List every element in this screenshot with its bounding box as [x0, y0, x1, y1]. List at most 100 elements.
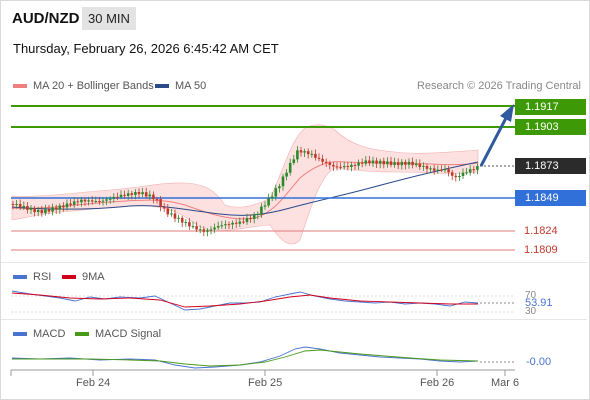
candle-body	[285, 172, 288, 177]
candle-body	[238, 221, 242, 224]
macd-signal-swatch	[75, 332, 89, 336]
candle-body	[209, 229, 213, 231]
candle-body	[58, 205, 62, 210]
rsi-legend-label: RSI	[33, 271, 52, 283]
candle-body	[148, 194, 152, 197]
candle-body	[303, 151, 306, 153]
candle-body	[270, 196, 274, 199]
candle-body	[134, 192, 137, 195]
x-label-feb25: Feb 25	[248, 377, 283, 389]
macd-signal-line	[12, 349, 479, 367]
last-price-tag: 1.1873	[515, 158, 586, 174]
rsi-ma-swatch	[62, 275, 76, 279]
candle-body	[159, 199, 162, 207]
candle-body	[411, 161, 414, 166]
candle-body	[26, 205, 29, 210]
candle-body	[69, 203, 72, 205]
candle-body	[256, 213, 260, 215]
candle-body	[11, 204, 15, 206]
candle-body	[404, 161, 407, 165]
x-label-mar6: Mar 6	[491, 377, 520, 389]
macd-signal-legend-label: MACD Signal	[95, 328, 162, 340]
candle-body	[393, 162, 396, 165]
candle-body	[188, 222, 191, 227]
candle-body	[234, 222, 238, 224]
candle-body	[357, 162, 360, 166]
candle-body	[87, 200, 90, 202]
candle-body	[36, 209, 40, 213]
candle-body	[72, 201, 76, 205]
candle-body	[119, 194, 123, 198]
candle-body	[18, 203, 22, 208]
candle-body	[274, 188, 278, 197]
legend-rsi: RSI	[13, 271, 51, 283]
candle-body	[317, 157, 321, 159]
candle-body	[220, 225, 224, 227]
symbol-title: AUD/NZD	[12, 10, 80, 27]
candle-body	[328, 162, 332, 165]
candle-body	[296, 150, 299, 160]
candle-body	[47, 209, 51, 212]
candle-body	[382, 160, 386, 165]
candle-body	[368, 160, 371, 164]
candle-body	[54, 207, 58, 210]
candle-body	[278, 186, 281, 189]
candle-body	[116, 196, 119, 198]
candle-body	[206, 230, 209, 232]
candle-body	[227, 224, 231, 226]
candle-body	[422, 165, 425, 167]
candle-body	[468, 169, 472, 173]
candle-body	[152, 194, 155, 200]
candle-body	[350, 164, 353, 167]
candle-body	[396, 162, 400, 166]
candle-body	[299, 150, 303, 153]
candle-body	[364, 160, 368, 164]
rsi-value: 53.91	[525, 297, 553, 309]
candle-body	[314, 153, 317, 158]
candle-body	[252, 214, 256, 219]
candle-body	[461, 172, 465, 176]
candle-body	[425, 165, 429, 169]
candle-body	[342, 166, 346, 168]
candle-body	[458, 175, 461, 178]
ma20-legend-label: MA 20 + Bollinger Bands	[33, 80, 154, 92]
candle-body	[162, 206, 166, 209]
ma50-legend-label: MA 50	[175, 80, 207, 92]
candle-body	[440, 169, 443, 171]
macd-legend-label: MACD	[33, 328, 66, 340]
timeframe-badge[interactable]: 30 MIN	[82, 7, 136, 30]
candle-body	[173, 213, 177, 219]
pane-separator	[1, 262, 587, 263]
candle-body	[184, 222, 188, 224]
rsi-30-label: 30	[525, 306, 537, 317]
candle-body	[407, 161, 411, 165]
candle-body	[281, 176, 285, 187]
candle-body	[324, 161, 328, 163]
candle-body	[224, 224, 227, 226]
datetime-label: Thursday, February 26, 2026 6:45:42 AM C…	[13, 41, 279, 56]
candle-body	[94, 201, 98, 203]
candle-body	[130, 193, 134, 195]
candle-body	[371, 160, 375, 164]
legend-ma20: MA 20 + Bollinger Bands	[13, 80, 154, 92]
candle-body	[22, 205, 26, 208]
rsi-70-label: 70	[525, 290, 537, 301]
candle-body	[144, 192, 148, 197]
candle-body	[476, 165, 479, 170]
candle-body	[353, 164, 357, 166]
candle-body	[242, 221, 245, 223]
candle-body	[198, 229, 202, 231]
candle-body	[288, 162, 292, 173]
legend-ma50: MA 50	[155, 80, 206, 92]
legend-rsi-ma: 9MA	[62, 271, 105, 283]
ma50-line	[11, 161, 479, 216]
pane-separator	[1, 319, 587, 320]
candle-body	[454, 175, 458, 178]
candle-body	[335, 166, 339, 168]
candle-body	[245, 218, 249, 222]
rsi-ma-line	[11, 292, 478, 308]
x-label-feb26: Feb 26	[420, 377, 455, 389]
candle-body	[386, 161, 389, 165]
candle-body	[306, 151, 310, 155]
candle-body	[123, 194, 126, 196]
